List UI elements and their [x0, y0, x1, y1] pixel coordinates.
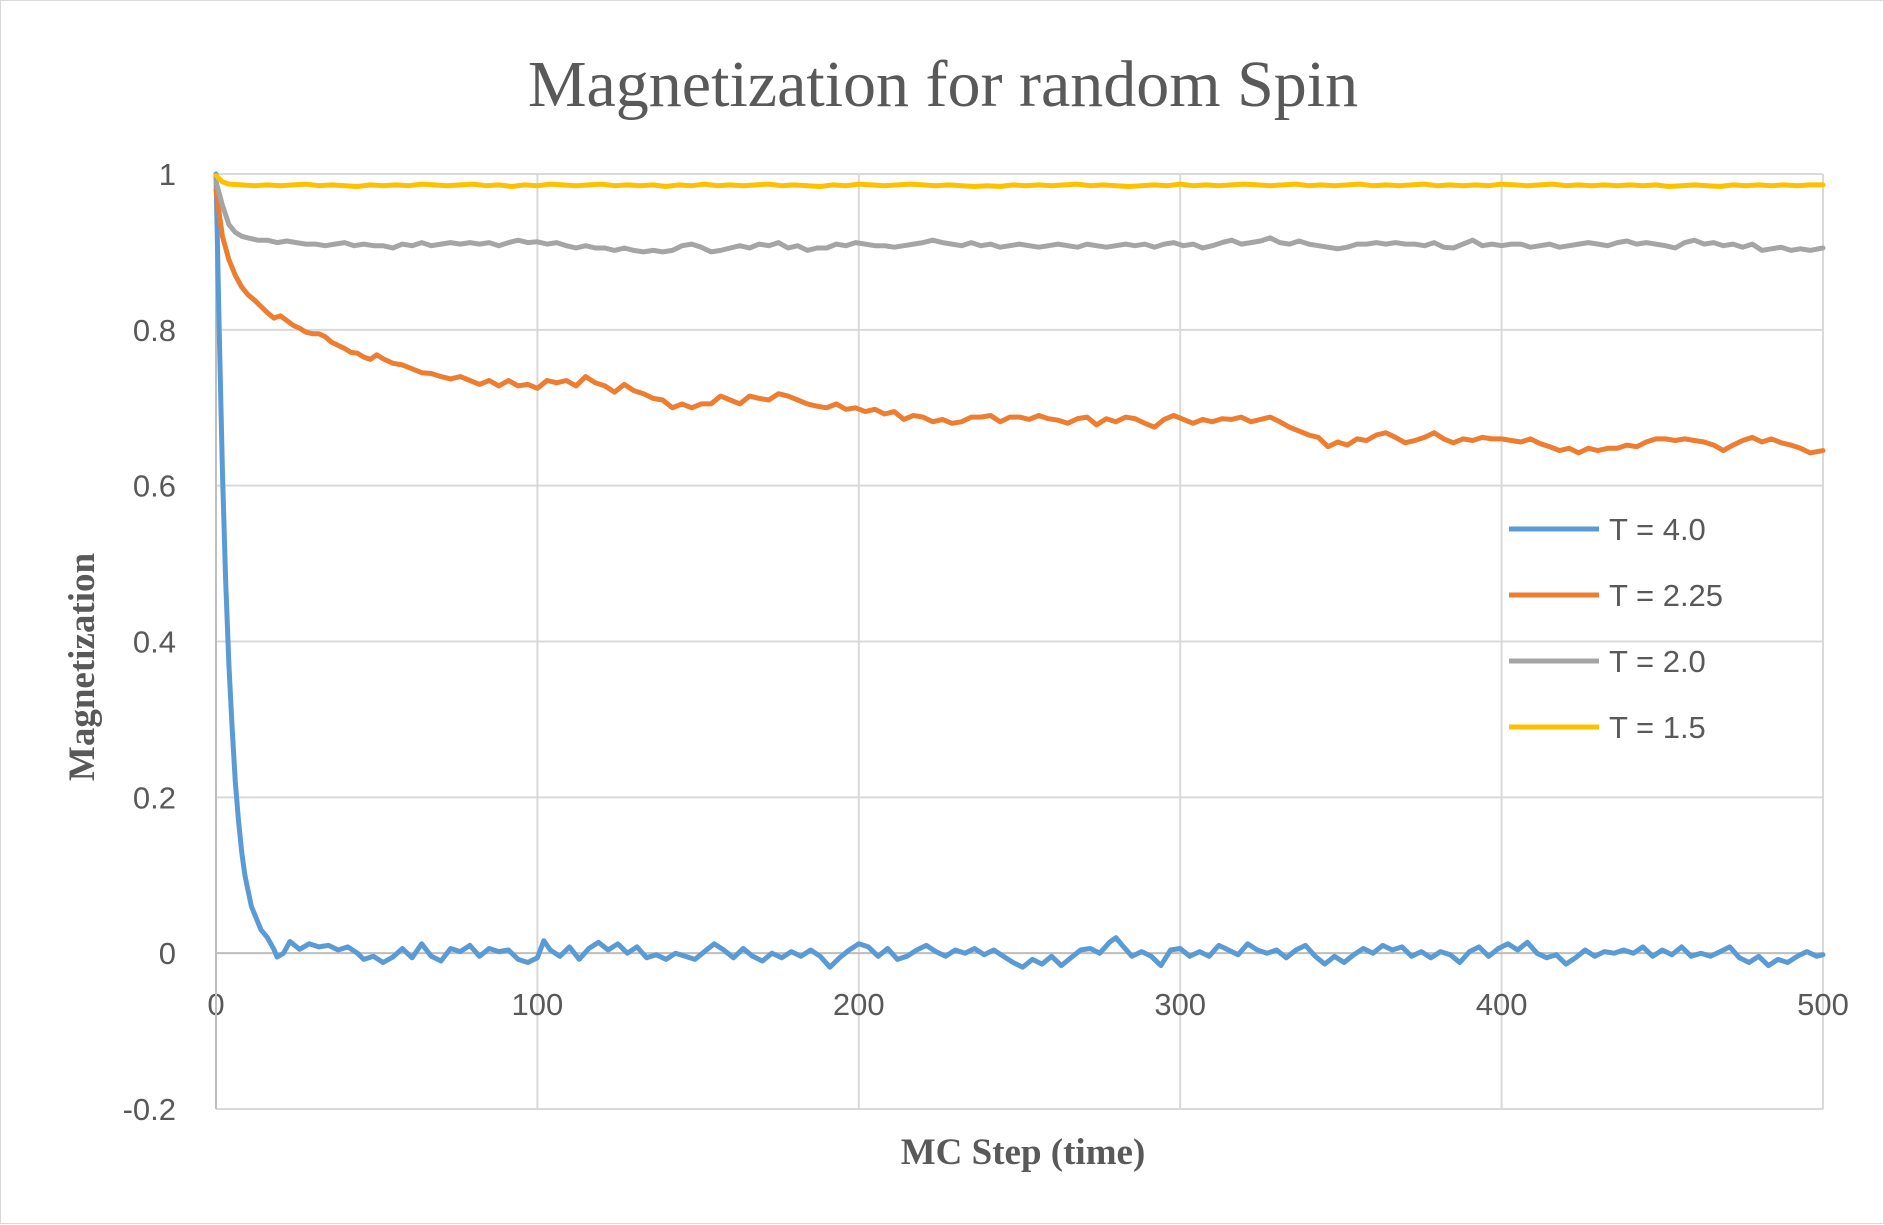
y-tick-label: 0.8 — [133, 313, 176, 348]
legend-label: T = 2.25 — [1609, 578, 1723, 613]
series-line-0 — [213, 171, 1826, 970]
x-axis-title: MC Step (time) — [901, 1132, 1146, 1173]
chart-title: Magnetization for random Spin — [528, 48, 1358, 121]
y-tick-label: -0.2 — [123, 1092, 176, 1127]
axes: -0.200.20.40.60.810 100 200 300 400 500 — [123, 157, 1849, 1127]
y-axis-title: Magnetization — [62, 553, 103, 782]
x-tick-label: 200 — [833, 987, 885, 1022]
y-tick-label: 1 — [159, 157, 176, 192]
x-tick-label: 100 — [512, 987, 564, 1022]
y-tick-label: 0.6 — [133, 469, 176, 504]
series-line-1 — [213, 187, 1826, 456]
x-tick-label: 300 — [1154, 987, 1206, 1022]
legend-label: T = 1.5 — [1609, 710, 1706, 745]
gridlines — [215, 173, 1824, 1110]
legend-label: T = 2.0 — [1609, 644, 1706, 679]
series-line-2 — [213, 179, 1826, 255]
series-lines — [213, 171, 1826, 970]
legend: T = 4.0 T = 2.25 T = 2.0 T = 1.5 — [1509, 512, 1723, 745]
x-tick-label: 400 — [1476, 987, 1528, 1022]
series-line-3 — [213, 173, 1826, 189]
y-tick-label: 0.4 — [133, 625, 176, 660]
x-tick-label: 500 — [1797, 987, 1849, 1022]
legend-label: T = 4.0 — [1609, 512, 1706, 547]
y-tick-label: 0 — [159, 936, 176, 971]
y-tick-label: 0.2 — [133, 780, 176, 815]
